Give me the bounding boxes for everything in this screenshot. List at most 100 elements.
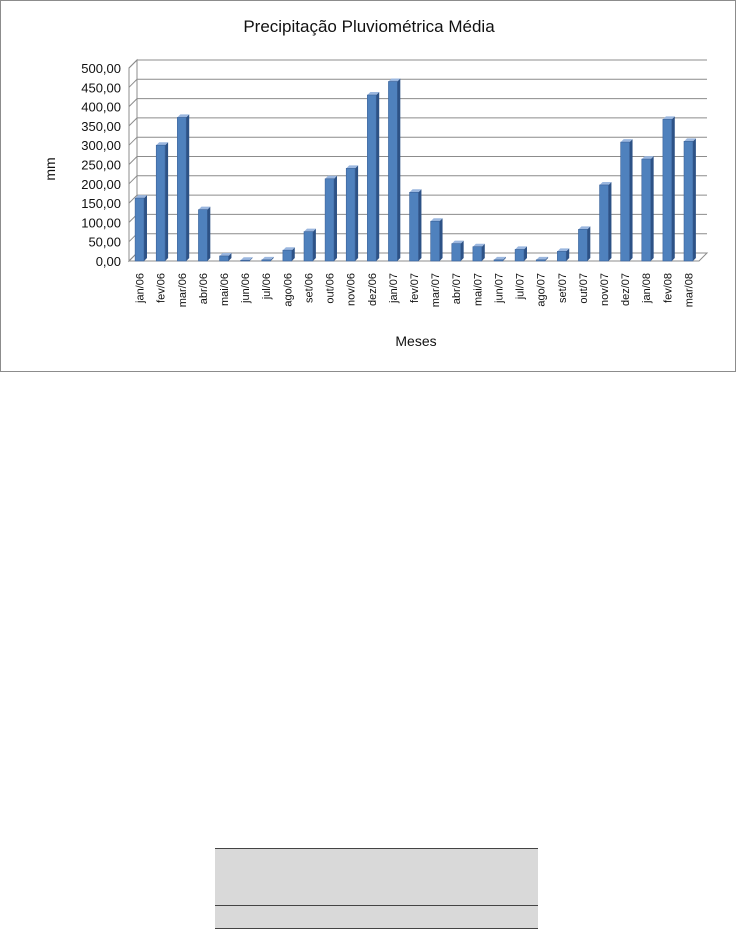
bar [367, 94, 377, 262]
bar-top [599, 181, 612, 185]
x-tick-label: mai/06 [219, 273, 231, 306]
bar [514, 249, 525, 262]
bar-side [143, 195, 147, 261]
bar [557, 251, 567, 262]
bar-top [662, 116, 675, 120]
x-tick-label: jul/07 [515, 273, 527, 300]
bar-side [650, 156, 654, 261]
bar-side [692, 138, 696, 261]
bar-top [177, 114, 190, 118]
bar [324, 178, 335, 262]
x-tick-label: jun/07 [493, 273, 505, 304]
gridline [128, 175, 707, 185]
x-tick-label: nov/07 [599, 273, 611, 306]
x-tick-label: abr/06 [198, 273, 210, 304]
bar-top [557, 248, 570, 252]
bar [430, 220, 440, 262]
bar [599, 184, 609, 262]
y-tick-label: 300,00 [81, 138, 121, 153]
x-tick-label: jan/06 [135, 273, 147, 304]
bar-side [608, 181, 612, 261]
x-tick-label: mar/07 [430, 273, 442, 307]
y-tick-label: 400,00 [81, 100, 121, 115]
y-tick-label: 50,00 [88, 235, 121, 250]
bar-side [249, 257, 253, 261]
gridline [128, 117, 707, 127]
bar-top [304, 228, 316, 232]
table-row [215, 905, 538, 929]
bar-top [472, 243, 485, 247]
bar-side [165, 142, 169, 261]
chart-title: Precipitação Pluviométrica Média [243, 17, 495, 36]
bar-top [240, 257, 253, 261]
y-tick-label: 250,00 [81, 158, 121, 173]
bar [240, 259, 250, 262]
bar-side [270, 256, 274, 261]
bar [683, 141, 694, 262]
bar [198, 209, 208, 262]
x-tick-label: nov/06 [346, 273, 358, 306]
gridline [128, 194, 707, 204]
x-tick-label: mai/07 [472, 273, 484, 306]
bar-side [186, 114, 190, 262]
bar-side [502, 256, 506, 261]
bar-side [545, 256, 549, 261]
bar-top [219, 252, 232, 256]
x-tick-label: set/07 [557, 273, 569, 303]
x-tick-label: out/06 [325, 273, 337, 304]
bar-top [156, 142, 169, 146]
bar [493, 259, 504, 262]
bar-top [494, 256, 506, 260]
bar-side [460, 240, 464, 261]
bar-side [207, 206, 211, 261]
bar [388, 81, 398, 262]
x-tick-label: ago/07 [536, 273, 548, 307]
gridline [128, 78, 707, 88]
bar [641, 158, 651, 262]
x-tick-label: out/07 [578, 273, 590, 304]
bar-top [620, 139, 633, 143]
x-tick-label: set/06 [303, 273, 315, 303]
bar [177, 117, 187, 262]
bar-top [325, 175, 337, 179]
bar-side [587, 226, 591, 261]
x-tick-label: dez/06 [367, 273, 379, 306]
x-tick-label: abr/07 [451, 273, 463, 304]
y-tick-label: 200,00 [81, 177, 121, 192]
x-tick-label: fev/07 [409, 273, 421, 303]
bar-side [523, 246, 527, 261]
bar-side [312, 228, 316, 261]
bar-side [439, 218, 443, 261]
bar-top [515, 246, 527, 250]
x-tick-label: fev/08 [662, 273, 674, 303]
bar [303, 231, 314, 262]
table-header-row [215, 848, 538, 905]
bar-top [578, 226, 591, 230]
bar-top [367, 92, 380, 96]
x-tick-label: fev/06 [156, 273, 168, 303]
y-tick-label: 450,00 [81, 80, 121, 95]
bar-side [333, 175, 337, 261]
gridline [128, 98, 707, 107]
bar [620, 141, 630, 262]
x-tick-label: mar/08 [683, 273, 695, 307]
bar-top [346, 165, 359, 169]
bar-top [409, 189, 422, 193]
bar-top [536, 256, 549, 260]
x-tick-label: jan/07 [388, 273, 400, 304]
bar-side [629, 139, 633, 261]
bar [282, 249, 293, 262]
x-tick-label: dez/07 [620, 273, 632, 306]
y-tick-label: 100,00 [81, 215, 121, 230]
bar-side [291, 247, 295, 261]
bar-top [198, 206, 211, 210]
bar-side [481, 243, 485, 261]
y-axis-label: mm [42, 157, 58, 181]
bar-top [282, 247, 295, 251]
gridline [128, 59, 707, 69]
chart-frame: 0,00 50,00 100,00 150,00 200,00 250,00 300,00 3… [0, 0, 736, 372]
gridline [128, 136, 707, 146]
bar [261, 259, 271, 262]
bar [451, 243, 461, 262]
x-tick-label: ago/06 [282, 273, 294, 307]
